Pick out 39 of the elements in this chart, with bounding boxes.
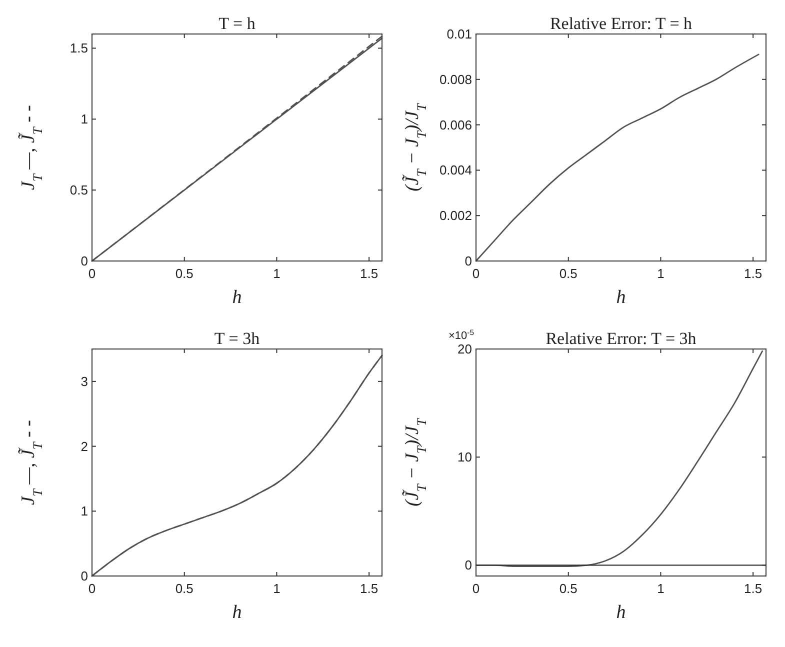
- x-tick-label: 1.5: [360, 581, 378, 596]
- y-tick-label: 2: [80, 438, 88, 454]
- x-axis-title: h: [232, 602, 242, 623]
- text: ×10$^{-5}$: [448, 328, 474, 342]
- chart-title: Relative Error: T = 3h: [546, 329, 697, 348]
- y-tick-label: 0: [80, 254, 88, 268]
- y-tick-label: 10: [458, 450, 472, 465]
- x-tick-label: 1: [273, 581, 280, 596]
- chart-title: T = 3h: [214, 329, 260, 348]
- y-tick-label: 0.008: [439, 72, 472, 87]
- y-tick-label: 0: [464, 558, 472, 573]
- y-tick-label: 0.5: [70, 182, 88, 198]
- x-tick-label: 0.5: [175, 581, 194, 596]
- x-axis-title: h: [616, 287, 626, 308]
- x-tick-label: 1.5: [744, 581, 762, 596]
- x-tick-label: 0.5: [175, 266, 194, 281]
- x-tick-label: 1.5: [744, 266, 762, 281]
- line-series: [475, 54, 760, 262]
- y-tick-label: 3: [80, 374, 88, 389]
- y-tick-label: 0.01: [446, 26, 472, 42]
- x-axis-title: h: [232, 287, 242, 308]
- x-tick-label: 1: [657, 266, 664, 281]
- x-axis-title: h: [616, 602, 626, 623]
- y-tick-label: 1: [80, 504, 88, 519]
- x-tick-label: 1: [273, 266, 280, 281]
- y-tick-label: 0.004: [439, 162, 472, 178]
- y-tick-label: 1.5: [70, 40, 88, 56]
- y-tick-label: 20: [458, 342, 472, 356]
- y-tick-label: 0: [464, 254, 472, 268]
- y-tick-label: 0: [80, 568, 88, 584]
- y-tick-label: 0.002: [439, 208, 472, 224]
- x-tick-label: 1: [657, 581, 664, 596]
- chart-title: T = h: [218, 14, 256, 33]
- y-tick-label: 1: [80, 112, 88, 127]
- x-tick-label: 1.5: [360, 266, 378, 281]
- chart-title: Relative Error: T = h: [550, 14, 693, 33]
- x-tick-label: 0.5: [559, 581, 578, 596]
- x-tick-label: 0.5: [559, 266, 578, 281]
- y-tick-label: 0.006: [439, 117, 472, 132]
